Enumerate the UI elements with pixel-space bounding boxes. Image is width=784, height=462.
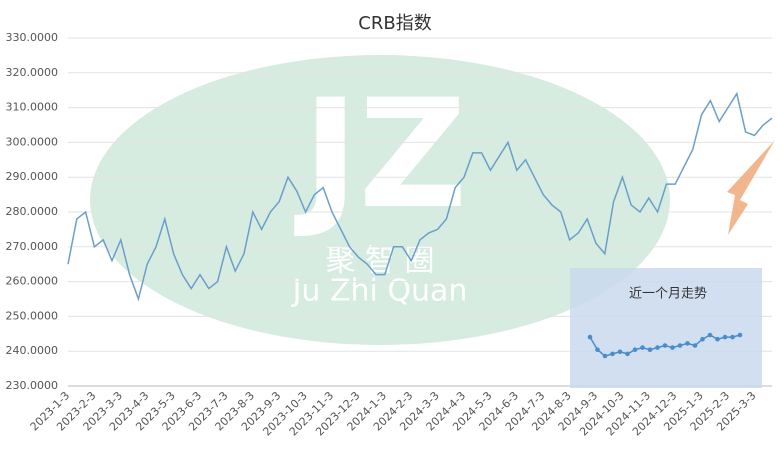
y-tick-label: 230.0000 — [6, 379, 59, 392]
data-point — [692, 343, 698, 348]
data-point — [617, 349, 623, 355]
data-point — [647, 347, 653, 353]
data-point — [707, 332, 713, 338]
y-tick-label: 280.0000 — [6, 205, 59, 218]
inset-box — [570, 268, 762, 388]
data-point — [632, 347, 638, 353]
data-point — [677, 343, 683, 348]
data-point — [610, 351, 615, 357]
inset-title: 近一个月走势 — [629, 286, 707, 302]
data-point — [715, 336, 720, 342]
arrow — [727, 140, 775, 235]
y-tick-label: 260.0000 — [6, 275, 59, 288]
y-tick-label: 310.0000 — [6, 101, 59, 114]
data-point — [655, 345, 660, 350]
data-point — [730, 334, 735, 340]
y-tick-label: 300.0000 — [6, 135, 59, 148]
chart-title: CRB指数 — [358, 13, 431, 34]
y-tick-label: 270.0000 — [6, 240, 59, 253]
watermark-en: Ju Zhi Quan — [291, 274, 468, 309]
data-point — [700, 336, 705, 342]
y-tick-label: 330.0000 — [6, 31, 59, 44]
data-point — [662, 343, 668, 348]
inset — [587, 332, 743, 359]
data-point — [722, 334, 728, 340]
y-tick-label: 320.0000 — [6, 66, 59, 79]
data-line — [67, 91, 773, 302]
data-point — [670, 345, 675, 350]
data-point — [625, 351, 630, 357]
y-tick-label: 250.0000 — [6, 309, 59, 322]
y-tick-label: 290.0000 — [6, 170, 59, 183]
data-point — [685, 341, 690, 346]
data-point — [587, 334, 593, 340]
data-point — [602, 353, 608, 359]
data-point — [640, 345, 645, 350]
data-point — [595, 347, 600, 353]
data-point — [737, 332, 743, 338]
y-tick-label: 240.0000 — [6, 344, 59, 357]
watermark-logo: JZ — [294, 68, 468, 242]
